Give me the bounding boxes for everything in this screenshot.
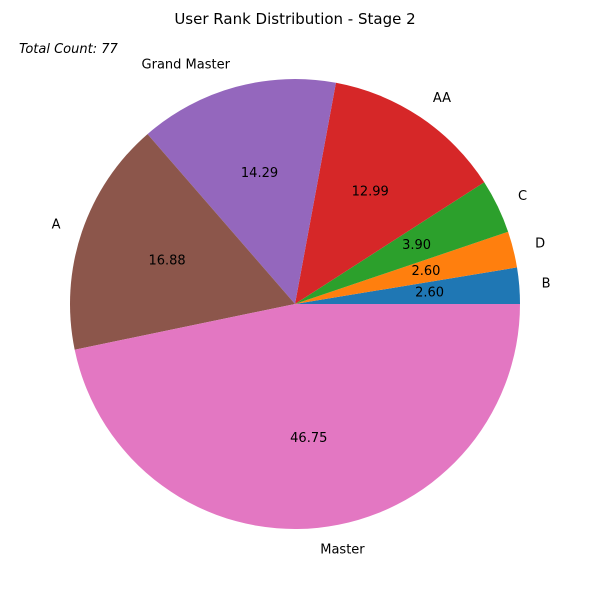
label-a: A [52, 217, 61, 232]
slice-a [69, 134, 296, 350]
value-d: 2.60 [411, 264, 440, 279]
value-master: 46.75 [290, 431, 327, 446]
value-a: 16.88 [148, 253, 185, 268]
slice-c [295, 182, 509, 304]
value-aa: 12.99 [352, 184, 389, 199]
value-b: 2.60 [415, 285, 444, 300]
slice-master [74, 304, 520, 530]
slice-d [295, 231, 518, 304]
slice-grand-master [147, 79, 336, 304]
label-c: C [518, 189, 527, 204]
value-grand-master: 14.29 [241, 166, 278, 181]
value-c: 3.90 [402, 238, 431, 253]
label-d: D [535, 236, 545, 251]
slice-b [295, 267, 520, 304]
pie-labels: B 2.60 D 2.60 C 3.90 AA 12.99 Grand Master 14.29 A… [52, 58, 551, 558]
pie-slices [69, 79, 520, 530]
label-master: Master [320, 543, 365, 558]
total-count-annotation: Total Count: 77 [19, 42, 118, 57]
label-aa: AA [433, 91, 451, 106]
label-b: B [542, 276, 551, 291]
chart-title: User Rank Distribution - Stage 2 [174, 10, 415, 28]
slice-aa [295, 82, 485, 305]
label-grand-master: Grand Master [142, 58, 231, 73]
